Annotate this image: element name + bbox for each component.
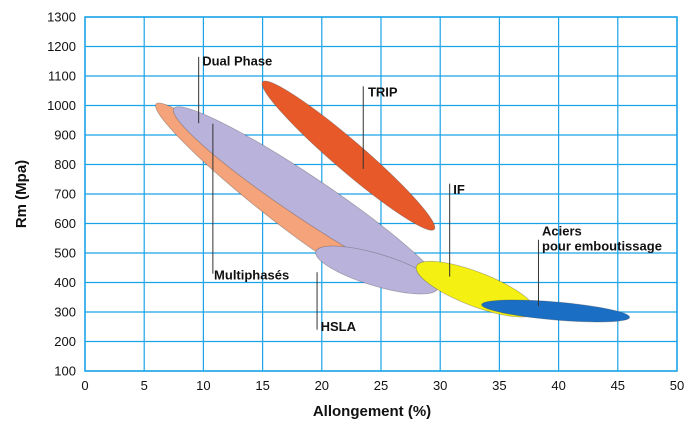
x-axis-ticks: 0 5 10 15 20 25 30 35 40 45 50 (81, 378, 684, 393)
y-tick-label: 100 (54, 364, 76, 379)
label-multiphases: Multiphasés (214, 268, 289, 283)
label-line: pour emboutissage (542, 238, 662, 253)
x-tick-label: 20 (315, 378, 329, 393)
y-tick-label: 900 (54, 128, 76, 143)
x-tick-label: 5 (141, 378, 148, 393)
region-trip (261, 80, 436, 231)
y-tick-label: 200 (54, 334, 76, 349)
label-hsla: HSLA (321, 319, 357, 334)
label-line: HSLA (321, 319, 357, 334)
region-labels: Multiphasés Dual Phase HSLA TRIP IF Aciers pou… (202, 54, 662, 334)
x-tick-label: 15 (255, 378, 269, 393)
steel-regions (155, 80, 631, 323)
y-tick-label: 800 (54, 157, 76, 172)
y-tick-label: 1100 (48, 69, 76, 84)
label-trip: TRIP (368, 85, 398, 100)
y-tick-label: 300 (54, 305, 76, 320)
label-line: IF (453, 182, 465, 197)
x-tick-label: 30 (433, 378, 447, 393)
y-tick-label: 1300 (47, 10, 76, 25)
label-leader-lines (198, 56, 539, 330)
label-aciers-pour-emboutissage: Aciers pour emboutissage (542, 223, 662, 253)
x-axis-title: Allongement (%) (313, 403, 431, 420)
region-aciers-pour-emboutissage (481, 299, 631, 323)
x-tick-label: 10 (196, 378, 210, 393)
x-tick-label: 40 (551, 378, 565, 393)
y-tick-label: 700 (54, 187, 76, 202)
y-tick-label: 1000 (47, 98, 76, 113)
chart-grid (84, 16, 678, 372)
y-tick-label: 1200 (47, 39, 76, 54)
label-dual-phase: Dual Phase (202, 54, 272, 69)
y-tick-label: 500 (54, 246, 76, 261)
x-tick-label: 35 (492, 378, 506, 393)
y-axis-title: Rm (Mpa) (13, 160, 30, 228)
label-if: IF (453, 182, 465, 197)
label-line: Dual Phase (202, 54, 272, 69)
x-tick-label: 45 (611, 378, 625, 393)
y-tick-label: 400 (54, 275, 76, 290)
x-tick-label: 50 (670, 378, 684, 393)
label-line: Multiphasés (214, 268, 289, 283)
label-line: Aciers (542, 223, 582, 238)
y-tick-label: 600 (54, 216, 76, 231)
label-line: TRIP (368, 85, 398, 100)
y-axis-ticks: 100 200 300 400 500 600 700 800 900 1000 1100 1200 1… (47, 10, 76, 379)
x-tick-label: 25 (374, 378, 388, 393)
x-tick-label: 0 (81, 378, 88, 393)
